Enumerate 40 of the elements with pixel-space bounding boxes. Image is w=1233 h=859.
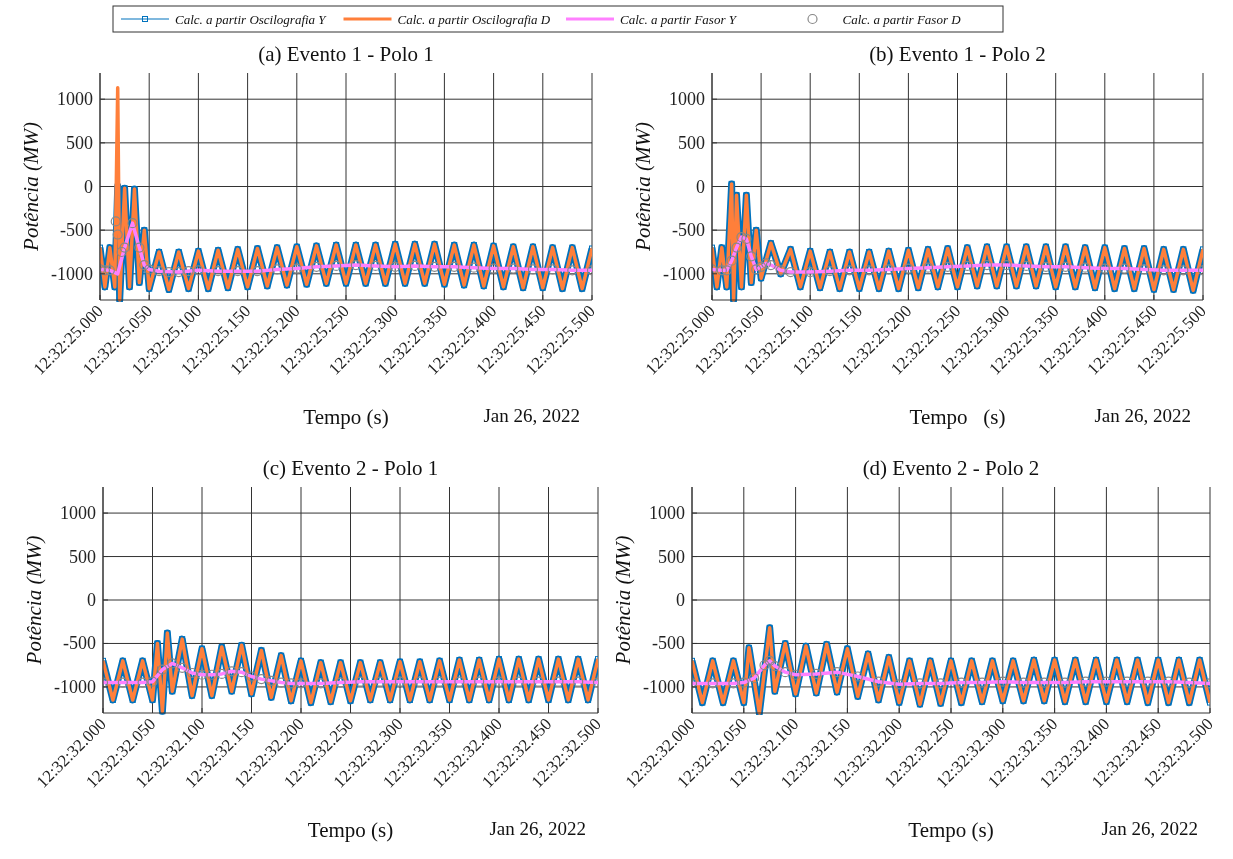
- y-tick-label: -1000: [54, 676, 96, 697]
- y-tick-label: -1000: [643, 676, 685, 697]
- y-tick-label: -500: [60, 220, 93, 241]
- y-tick-label: 1000: [57, 89, 93, 110]
- chart-title: (d) Evento 2 - Polo 2: [862, 456, 1040, 480]
- y-axis-title: Potência (MW): [19, 122, 43, 252]
- y-axis-title: Potência (MW): [22, 535, 46, 666]
- legend-label: Calc. a partir Oscilografia D: [397, 12, 551, 27]
- y-axis-title: Potência (MW): [631, 122, 655, 252]
- chart-title: (a) Evento 1 - Polo 1: [258, 42, 434, 66]
- y-tick-label: 0: [84, 176, 93, 197]
- y-tick-label: 1000: [649, 503, 685, 524]
- x-axis-title: Tempo (s): [303, 405, 389, 429]
- y-tick-label: 1000: [669, 89, 705, 110]
- y-tick-label: -1000: [51, 263, 93, 284]
- text: Jan 26, 2022: [483, 405, 580, 426]
- legend-label: Calc. a partir Fasor Y: [620, 12, 738, 27]
- chart-title: (c) Evento 2 - Polo 1: [262, 456, 439, 480]
- y-tick-label: 500: [678, 132, 705, 153]
- x-axis-title: Tempo (s): [307, 818, 394, 842]
- text: Jan 26, 2022: [1101, 818, 1198, 839]
- y-tick-label: 500: [658, 546, 685, 567]
- y-tick-label: 500: [69, 546, 96, 567]
- y-tick-label: -1000: [663, 263, 705, 284]
- y-tick-label: 0: [676, 590, 685, 610]
- legend-label: Calc. a partir Fasor D: [842, 12, 962, 27]
- y-tick-label: -500: [63, 633, 96, 654]
- y-tick-label: 0: [696, 176, 705, 197]
- y-tick-label: -500: [672, 220, 705, 241]
- y-tick-label: 1000: [60, 503, 96, 524]
- x-axis-title: Tempo (s): [908, 818, 994, 842]
- y-tick-label: -500: [652, 633, 685, 654]
- text: Jan 26, 2022: [489, 818, 586, 839]
- chart-title: (b) Evento 1 - Polo 2: [869, 42, 1046, 66]
- x-axis-title: Tempo (s): [909, 405, 1006, 429]
- y-axis-title: Potência (MW): [611, 535, 635, 666]
- legend-label: Calc. a partir Oscilografia Y: [175, 12, 328, 27]
- text: Jan 26, 2022: [1094, 405, 1191, 426]
- y-tick-label: 500: [66, 132, 93, 153]
- y-tick-label: 0: [87, 590, 96, 610]
